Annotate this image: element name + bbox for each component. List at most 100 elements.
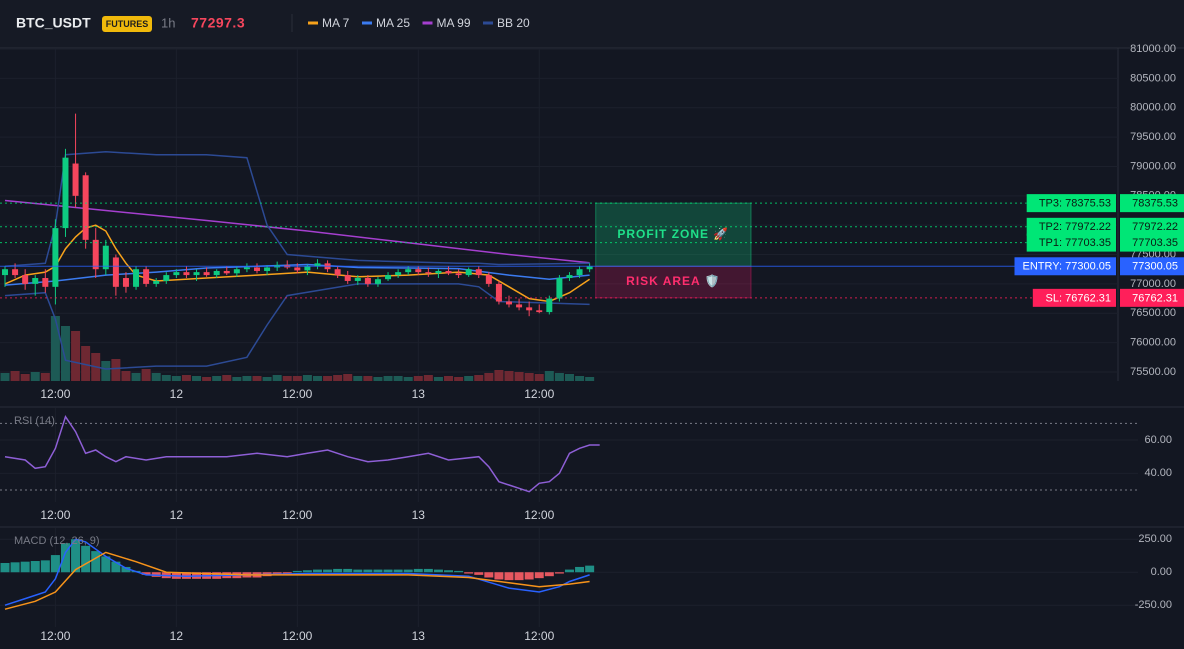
- macd-hist: [363, 569, 373, 573]
- volume-bar: [393, 376, 403, 381]
- volume-bar: [192, 376, 202, 381]
- macd-hist: [141, 572, 151, 575]
- volume-bar: [534, 374, 544, 381]
- macd-hist: [585, 565, 595, 573]
- candle-body: [183, 272, 190, 276]
- candle-body: [465, 269, 472, 276]
- candle-body: [243, 267, 250, 270]
- macd-hist: [81, 545, 91, 573]
- volume-bar: [40, 373, 50, 381]
- indicator-line: [4, 199, 590, 264]
- macd-hist: [484, 572, 494, 578]
- candle-body: [264, 267, 271, 271]
- volume-bar: [20, 374, 30, 381]
- macd-hist: [494, 572, 504, 580]
- price-tag-bg: [1120, 257, 1184, 276]
- volume-bar: [161, 375, 171, 381]
- candle-body: [405, 269, 412, 273]
- macd-hist: [343, 568, 353, 573]
- volume-bar: [50, 316, 60, 381]
- macd-pane: [0, 528, 1138, 627]
- volume-bar: [564, 374, 574, 381]
- legend-label: MA 99: [437, 16, 471, 30]
- candle-body: [586, 266, 593, 270]
- macd-line: [4, 538, 590, 606]
- volume-bar: [272, 375, 282, 381]
- volume-bar: [524, 373, 534, 381]
- candle-body: [395, 272, 402, 276]
- macd-hist: [121, 566, 131, 573]
- candle-body: [62, 157, 69, 229]
- overlay: 75500.0076000.0076500.0077000.0077500.00…: [0, 16, 1184, 643]
- candle-body: [475, 269, 482, 276]
- candle-body: [495, 283, 502, 302]
- x-tick-label: 12:00: [524, 387, 554, 401]
- candle-body: [354, 278, 361, 281]
- price-tag: 78375.53: [1132, 198, 1178, 210]
- macd-hist: [111, 561, 121, 573]
- volume-bar: [242, 376, 252, 381]
- volume-bar: [101, 361, 111, 381]
- y-tick-label: 80500.00: [1130, 72, 1176, 84]
- volume-bar: [403, 377, 413, 381]
- candle-body: [203, 272, 210, 276]
- volume-bar: [30, 372, 40, 381]
- volume-bar: [353, 376, 363, 381]
- candle-body: [536, 310, 543, 313]
- volume-bar: [504, 371, 514, 381]
- macd-hist: [524, 572, 534, 580]
- candle-body: [566, 275, 573, 279]
- candle-body: [344, 275, 351, 281]
- volume-bar: [232, 377, 242, 381]
- volume-bar: [383, 376, 393, 381]
- volume-bar: [10, 371, 20, 381]
- volume-bar: [0, 373, 10, 381]
- volume-bar: [413, 376, 423, 381]
- candle-body: [173, 272, 180, 276]
- x-tick-label: 13: [412, 629, 426, 643]
- candle-body: [435, 270, 442, 274]
- legend-label: MA 25: [376, 16, 410, 30]
- y-tick-label: 79500.00: [1130, 131, 1176, 143]
- x-tick-label: 12:00: [40, 387, 70, 401]
- candle-body: [385, 275, 392, 280]
- macd-hist: [10, 562, 20, 573]
- candle-body: [42, 278, 49, 287]
- candle-body: [72, 163, 79, 196]
- macd-hist: [504, 572, 514, 581]
- candle-body: [122, 278, 129, 287]
- volume-bar: [141, 369, 151, 381]
- volume-bar: [554, 373, 564, 381]
- volume-bar: [323, 376, 333, 381]
- x-tick-label: 12:00: [282, 508, 312, 522]
- volume-bar: [71, 331, 81, 381]
- badge: FUTURES: [106, 19, 149, 29]
- candle-body: [153, 280, 160, 284]
- y-tick-label: 0.00: [1151, 566, 1172, 578]
- legend-label: MA 7: [322, 16, 350, 30]
- macd-hist: [71, 539, 81, 573]
- candle-body: [294, 267, 301, 271]
- volume-bar: [121, 371, 131, 381]
- candle-body: [546, 298, 553, 313]
- macd-hist: [40, 560, 50, 573]
- macd-hist: [464, 572, 474, 574]
- macd-hist: [393, 569, 403, 573]
- candle-body: [92, 239, 99, 270]
- volume-bar: [302, 375, 312, 381]
- macd-hist: [20, 561, 30, 573]
- price-tag-bg: [1120, 288, 1184, 307]
- indicator-line: [4, 151, 590, 268]
- main-pane: [0, 49, 1118, 381]
- macd-hist: [0, 562, 10, 573]
- x-tick-label: 12: [170, 508, 184, 522]
- level-tag-bg: [1026, 194, 1116, 213]
- candle-body: [52, 228, 59, 287]
- macd-hist: [353, 569, 363, 573]
- macd-hist: [514, 572, 524, 581]
- volume-bar: [212, 376, 222, 381]
- volume-bar: [514, 372, 524, 381]
- badge-bg: [102, 16, 152, 32]
- price-tag-bg: [1120, 233, 1184, 252]
